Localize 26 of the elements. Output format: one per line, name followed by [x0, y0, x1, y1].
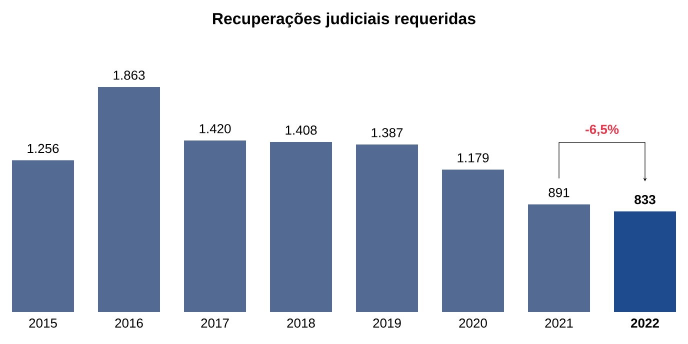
- bar: [356, 144, 418, 312]
- data-label: 1.408: [286, 126, 317, 135]
- x-tick-label: 2022: [631, 318, 659, 328]
- bar: [184, 140, 246, 312]
- bar: [614, 211, 676, 312]
- data-label: 891: [548, 188, 570, 198]
- data-label: 1.420: [200, 124, 231, 134]
- x-tick-label: 2015: [29, 318, 57, 328]
- bar: [270, 142, 332, 312]
- bar: [98, 87, 160, 312]
- x-tick-label: 2021: [545, 318, 573, 328]
- bar: [442, 170, 504, 312]
- annotation: -6,5%: [586, 124, 619, 136]
- x-tick-label: 2020: [459, 318, 487, 328]
- data-label: 833: [634, 194, 656, 204]
- data-label: 1.179: [458, 153, 489, 162]
- data-label: 1.387: [372, 128, 403, 138]
- bar: [528, 204, 590, 312]
- x-tick-label: 2019: [373, 318, 401, 328]
- bar: [12, 160, 74, 312]
- x-tick-label: 2018: [287, 318, 315, 328]
- data-label: 1.256: [28, 144, 59, 154]
- data-label: 1.863: [114, 70, 145, 80]
- x-tick-label: 2016: [115, 318, 143, 328]
- x-tick-label: 2017: [201, 318, 229, 328]
- chart-title: Recuperações judiciais requeridas: [213, 12, 476, 28]
